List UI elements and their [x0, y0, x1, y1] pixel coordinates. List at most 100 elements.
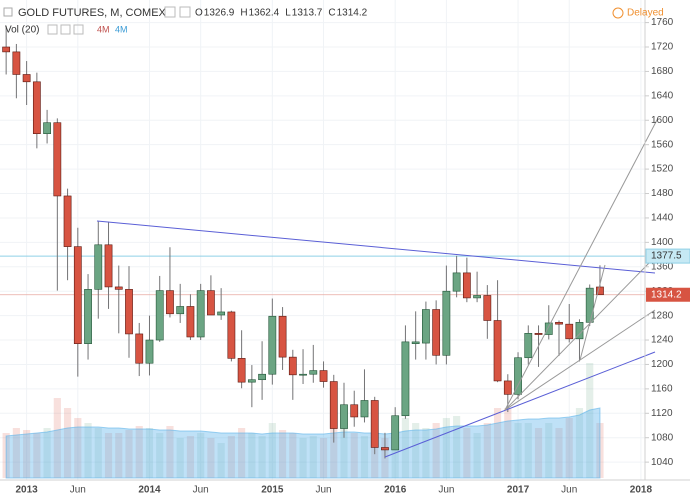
y-tick-label: 1520 — [651, 164, 674, 175]
volume-bar — [442, 418, 450, 478]
symbol-icon[interactable] — [3, 7, 13, 17]
candle-body — [12, 51, 21, 75]
volume-bar — [575, 408, 584, 478]
icon[interactable] — [73, 24, 84, 35]
candle-body — [401, 341, 410, 417]
volume-bar — [473, 433, 481, 478]
candle-body — [53, 122, 62, 197]
volume-bar — [514, 423, 522, 478]
volume-bar — [453, 416, 461, 478]
volume-bar — [319, 438, 328, 478]
candle-body — [258, 373, 266, 381]
x-tick-label: Jun — [193, 485, 209, 496]
x-tick-label: 2016 — [384, 485, 407, 496]
candle-body — [544, 322, 553, 335]
x-tick-label: 2018 — [630, 485, 653, 496]
volume-bar — [299, 438, 307, 478]
symbol-title: GOLD FUTURES, M, COMEX — [18, 7, 167, 19]
volume-bar — [166, 426, 174, 478]
y-tick-label: 1400 — [651, 237, 674, 248]
y-tick-label: 1480 — [651, 188, 674, 199]
y-tick-label: 1600 — [651, 115, 674, 126]
candle-body — [309, 370, 318, 375]
ohlc-readout: O 1326.9 H 1362.4 L 1313.7 C 1314.2 — [195, 8, 368, 19]
volume-label: Vol (20) — [5, 25, 39, 36]
icon[interactable] — [60, 24, 71, 35]
volume-bar — [524, 423, 532, 478]
trendline — [384, 351, 656, 458]
volume-bar — [53, 398, 61, 478]
volume-bar — [43, 428, 51, 478]
volume-bar — [248, 433, 256, 478]
candle-body — [84, 289, 92, 344]
x-tick-label: 2013 — [15, 485, 38, 496]
candle-body — [585, 287, 594, 323]
volume-bar — [493, 408, 502, 478]
candle-body — [534, 333, 543, 335]
candle-body — [381, 447, 389, 451]
trendline — [96, 220, 656, 274]
volume-bar — [401, 418, 410, 478]
y-tick-label: 1640 — [651, 90, 674, 101]
last-price-box — [646, 287, 690, 302]
candle-body — [22, 74, 31, 83]
volume-bar — [238, 428, 246, 478]
y-tick-label: 1200 — [651, 359, 674, 370]
icon[interactable] — [164, 6, 176, 18]
volume-bar — [534, 428, 543, 478]
volume-bar — [104, 433, 113, 478]
candle-body — [278, 315, 287, 358]
fan-line — [504, 117, 659, 411]
volume-bar — [309, 436, 317, 478]
candle-body — [227, 311, 236, 359]
candle-body — [104, 244, 113, 288]
volume-ma-area — [5, 407, 601, 479]
candle-body — [370, 400, 379, 448]
volume-bar — [432, 423, 440, 478]
ohlc-key: H — [240, 8, 247, 19]
volume-bar — [340, 423, 348, 478]
y-tick-label: 1040 — [651, 457, 674, 468]
volume-bar — [504, 408, 512, 478]
candle-body — [166, 290, 174, 315]
x-tick-label: Jun — [438, 485, 454, 496]
candle-body — [493, 320, 502, 382]
candle-body — [217, 311, 226, 316]
candle-body — [391, 415, 400, 451]
y-tick-label: 1240 — [651, 335, 674, 346]
icon[interactable] — [47, 24, 58, 35]
volume-bar — [12, 428, 20, 478]
volume-bar — [33, 433, 41, 478]
volume-readout: 4M — [97, 24, 110, 34]
x-tick-label: Jun — [561, 485, 577, 496]
candle-body — [462, 272, 471, 299]
y-tick-label: 1560 — [651, 139, 674, 150]
candle-body — [288, 356, 297, 376]
candle-body — [268, 315, 277, 375]
x-tick-label: 2017 — [507, 485, 530, 496]
volume-bar — [217, 443, 225, 478]
ohlc-value: 1314.2 — [337, 8, 368, 19]
alert-label: 1377.5 — [651, 251, 682, 262]
candle-body — [422, 309, 430, 344]
candle-body — [473, 295, 481, 299]
volume-bar — [586, 363, 594, 478]
candle-body — [43, 122, 51, 134]
y-tick-label: 1080 — [651, 432, 674, 443]
status: Delayed — [627, 8, 664, 19]
volume-bar — [84, 423, 92, 478]
volume-bar — [125, 430, 133, 478]
volume-bar — [94, 428, 102, 478]
fan-line — [579, 264, 606, 361]
candle-body — [483, 295, 492, 321]
candle-body — [596, 286, 604, 296]
volume-bar — [63, 408, 72, 478]
volume-bar — [135, 426, 143, 478]
volume-bar — [145, 428, 154, 478]
icon[interactable] — [179, 6, 191, 18]
volume-bar — [115, 433, 123, 478]
candle-body — [340, 404, 348, 429]
ohlc-key: L — [285, 8, 291, 19]
